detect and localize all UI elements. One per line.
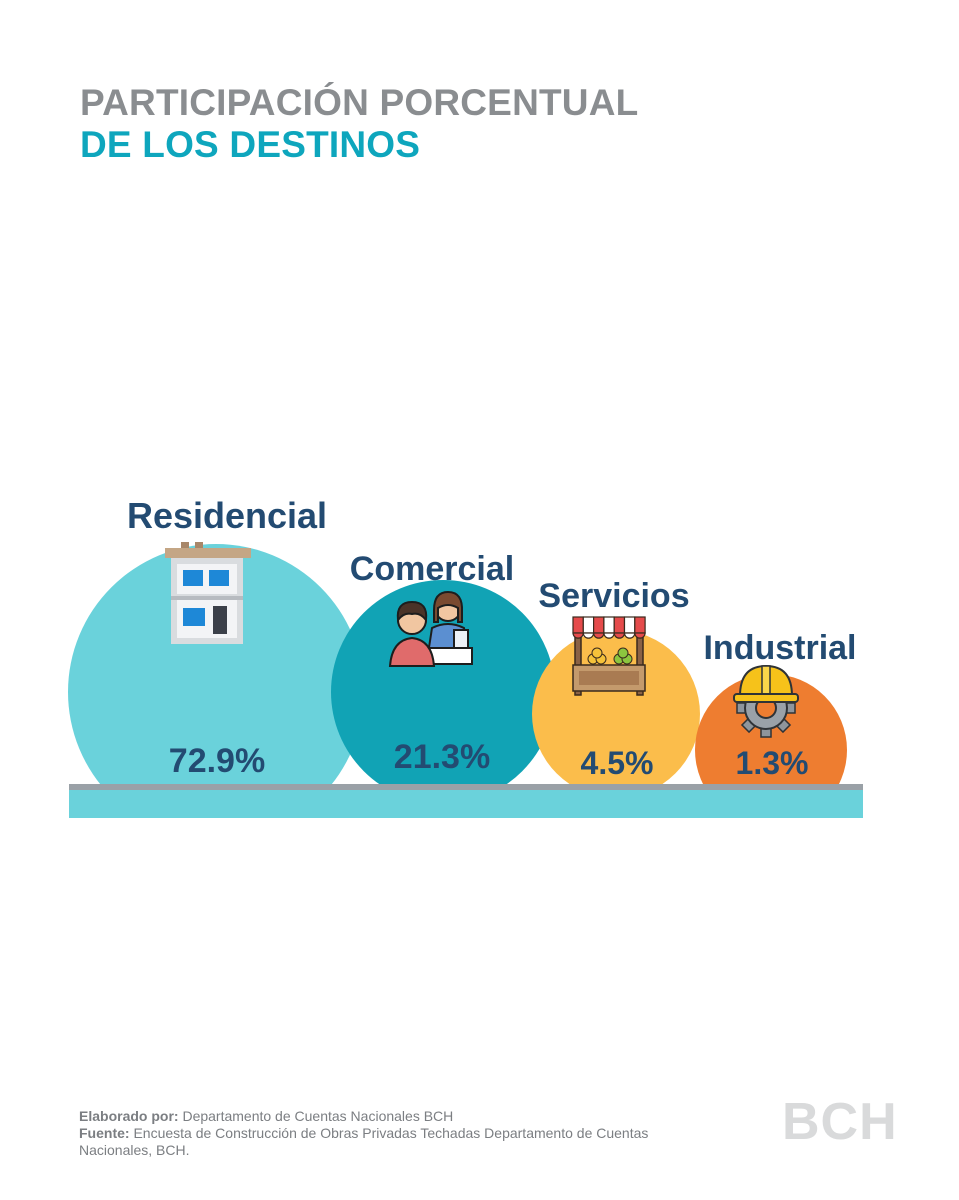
building-icon (165, 542, 251, 644)
footer-fuente: Fuente: Encuesta de Construcción de Obra… (79, 1125, 719, 1159)
footer-elaborado: Elaborado por: Departamento de Cuentas N… (79, 1108, 719, 1125)
chart-base-band (69, 790, 863, 818)
value-label: 1.3% (736, 745, 809, 781)
fuente-label: Fuente: (79, 1125, 130, 1141)
chart-title: PARTICIPACIÓN PORCENTUAL DE LOS DESTINOS (80, 82, 638, 166)
bubble-residencial (68, 544, 364, 786)
title-line-2: DE LOS DESTINOS (80, 124, 421, 165)
market-stall-icon (572, 616, 646, 696)
bch-logo: BCH (782, 1093, 898, 1151)
icons-group (165, 542, 799, 738)
category-label: Residencial (127, 495, 327, 536)
customer-service-icon (388, 590, 473, 667)
elaborado-label: Elaborado por: (79, 1108, 179, 1124)
hard-hat-gear-icon (733, 664, 799, 738)
category-label: Comercial (350, 550, 514, 588)
labels-group: Residencial 72.9% Comercial 21.3% Servicios 4… (127, 495, 857, 781)
title-line-1: PARTICIPACIÓN PORCENTUAL (80, 82, 639, 123)
value-label: 4.5% (581, 745, 654, 781)
category-label: Servicios (538, 577, 689, 615)
category-label: Industrial (703, 629, 856, 667)
fuente-text: Encuesta de Construcción de Obras Privad… (79, 1125, 649, 1158)
value-label: 21.3% (394, 738, 490, 776)
bubble-comercial (331, 580, 555, 786)
value-label: 72.9% (169, 742, 265, 780)
footer-notes: Elaborado por: Departamento de Cuentas N… (79, 1108, 719, 1159)
chart-baseline (69, 784, 863, 790)
elaborado-text: Departamento de Cuentas Nacionales BCH (182, 1108, 454, 1124)
